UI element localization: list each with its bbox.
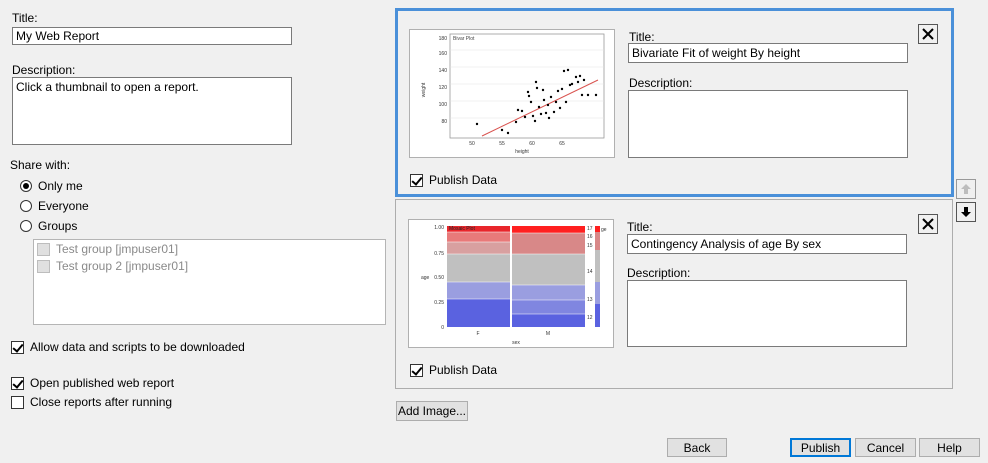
age-level-label: 15 — [587, 243, 593, 249]
x-tick-label: 50 — [469, 141, 475, 147]
age-level-label: 13 — [587, 297, 593, 303]
report-title-input[interactable]: My Web Report — [12, 27, 292, 45]
panel-title-label: Title: — [627, 220, 653, 234]
move-up-button[interactable] — [956, 179, 976, 199]
y-tick-label: 0.50 — [434, 275, 444, 281]
x-tick-label: 55 — [499, 141, 505, 147]
add-image-button[interactable]: Add Image... — [396, 401, 468, 421]
age-level-label: 12 — [587, 315, 593, 321]
y-tick-label: 160 — [439, 51, 448, 57]
cancel-button[interactable]: Cancel — [855, 438, 916, 457]
group-item-label: Test group [jmpuser01] — [56, 242, 179, 256]
y-axis-label: age — [421, 275, 430, 281]
marginal-header-label: ge — [601, 227, 607, 233]
share-groups-radio[interactable]: Groups — [20, 219, 77, 233]
close-icon — [922, 218, 934, 230]
close-icon — [922, 28, 934, 40]
close-reports-checkbox[interactable]: Close reports after running — [11, 395, 172, 409]
report-panel-contingency[interactable]: Mosaic Plot 1.00 0.75 0.50 0.25 0 age F … — [395, 199, 953, 389]
publish-data-checkbox[interactable]: Publish Data — [410, 363, 497, 377]
report-description-input[interactable]: Click a thumbnail to open a report. — [12, 77, 292, 145]
checkbox-checked-icon[interactable] — [11, 340, 24, 354]
y-axis-label: weight — [421, 82, 427, 97]
report-thumbnail[interactable]: Mosaic Plot 1.00 0.75 0.50 0.25 0 age F … — [408, 219, 614, 348]
move-down-button[interactable] — [956, 202, 976, 222]
description-label: Description: — [12, 63, 76, 77]
age-level-label: 16 — [587, 234, 593, 240]
publish-data-checkbox[interactable]: Publish Data — [410, 173, 497, 187]
remove-report-button[interactable] — [918, 214, 938, 234]
x-tick-label: M — [546, 331, 550, 337]
title-label: Title: — [12, 11, 38, 25]
open-published-label: Open published web report — [30, 376, 175, 390]
panel-title-input[interactable]: Bivariate Fit of weight By height — [628, 43, 908, 63]
groups-list: Test group [jmpuser01] Test group 2 [jmp… — [33, 239, 386, 325]
group-item-label: Test group 2 [jmpuser01] — [56, 259, 189, 273]
bivariate-thumbnail-plot: Bivar Plot 180 160 140 120 100 80 50 55 … — [410, 30, 614, 157]
group-item: Test group [jmpuser01] — [37, 242, 178, 256]
close-reports-label: Close reports after running — [30, 395, 173, 409]
thumb-plot-title: Bivar Plot — [453, 36, 475, 42]
publish-data-label: Publish Data — [429, 363, 498, 377]
share-with-label: Share with: — [10, 158, 71, 172]
publish-button[interactable]: Publish — [790, 438, 851, 457]
y-tick-label: 120 — [439, 85, 448, 91]
report-thumbnail[interactable]: Bivar Plot 180 160 140 120 100 80 50 55 … — [409, 29, 615, 158]
back-button[interactable]: Back — [667, 438, 727, 457]
arrow-down-icon — [961, 207, 971, 217]
share-groups-label: Groups — [38, 219, 78, 233]
report-panel-bivariate[interactable]: Bivar Plot 180 160 140 120 100 80 50 55 … — [395, 8, 954, 197]
y-tick-label: 0 — [441, 325, 444, 331]
y-tick-label: 1.00 — [434, 225, 444, 231]
x-tick-label: 60 — [529, 141, 535, 147]
panel-description-input[interactable] — [627, 280, 907, 347]
publish-data-label: Publish Data — [429, 173, 498, 187]
panel-title-label: Title: — [629, 30, 655, 44]
panel-description-input[interactable] — [628, 90, 908, 158]
checkbox-unchecked-icon[interactable] — [11, 395, 24, 409]
y-tick-label: 0.75 — [434, 251, 444, 257]
group-checkbox — [37, 242, 50, 256]
x-tick-label: 65 — [559, 141, 565, 147]
radio-unselected-icon[interactable] — [20, 200, 32, 212]
group-item: Test group 2 [jmpuser01] — [37, 259, 188, 273]
y-tick-label: 140 — [439, 68, 448, 74]
y-tick-label: 100 — [439, 102, 448, 108]
radio-selected-icon[interactable] — [20, 180, 32, 192]
y-tick-label: 0.25 — [434, 300, 444, 306]
group-checkbox — [37, 259, 50, 273]
open-published-checkbox[interactable]: Open published web report — [11, 376, 174, 390]
panel-description-label: Description: — [629, 76, 693, 90]
share-everyone-radio[interactable]: Everyone — [20, 199, 89, 213]
allow-download-checkbox[interactable]: Allow data and scripts to be downloaded — [11, 340, 245, 354]
y-tick-label: 80 — [441, 119, 447, 125]
allow-download-label: Allow data and scripts to be downloaded — [30, 340, 245, 354]
x-axis-label: sex — [512, 340, 520, 346]
arrow-up-icon — [961, 184, 971, 194]
share-only-me-label: Only me — [38, 179, 83, 193]
panel-description-label: Description: — [627, 266, 691, 280]
share-everyone-label: Everyone — [38, 199, 89, 213]
age-level-label: 17 — [587, 226, 593, 232]
thumb-plot-title: Mosaic Plot — [449, 226, 475, 232]
radio-unselected-icon[interactable] — [20, 220, 32, 232]
panel-title-input[interactable]: Contingency Analysis of age By sex — [627, 234, 907, 254]
x-axis-label: height — [515, 149, 529, 155]
checkbox-checked-icon[interactable] — [11, 376, 24, 390]
share-only-me-radio[interactable]: Only me — [20, 179, 83, 193]
x-tick-label: F — [476, 331, 479, 337]
help-button[interactable]: Help — [919, 438, 980, 457]
age-level-label: 14 — [587, 269, 593, 275]
checkbox-checked-icon[interactable] — [410, 173, 423, 187]
y-tick-label: 180 — [439, 36, 448, 42]
mosaic-thumbnail-plot: Mosaic Plot 1.00 0.75 0.50 0.25 0 age F … — [409, 220, 613, 347]
checkbox-checked-icon[interactable] — [410, 363, 423, 377]
remove-report-button[interactable] — [918, 24, 938, 44]
